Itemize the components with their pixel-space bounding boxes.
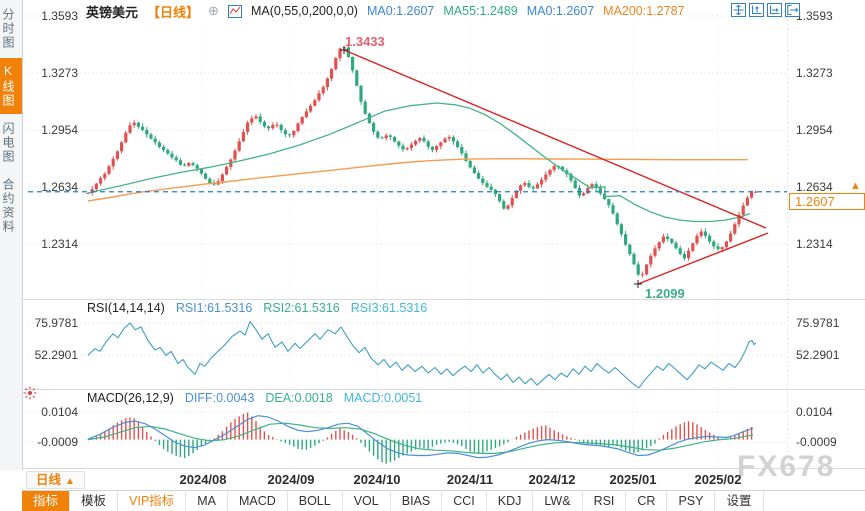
- ma-settings-label: MA(0,55,0,200,0,0): [250, 4, 358, 18]
- dea-value: DEA:0.0018: [265, 391, 333, 405]
- macd-axis-label-right: -0.0009: [796, 435, 837, 449]
- price-axis-label-left: 1.2634: [41, 180, 78, 194]
- x-axis-label: 2025/01: [609, 472, 657, 487]
- x-axis-label: 2024/12: [528, 472, 576, 487]
- swing-low-annotation: 1.2099: [645, 286, 685, 301]
- sidebar-item-time-chart[interactable]: 分时图: [1, 8, 15, 50]
- x-axis-label: 2025/02: [694, 472, 742, 487]
- toolbar-tab-MA[interactable]: MA: [186, 491, 228, 511]
- x-axis-label: 2024/09: [267, 472, 315, 487]
- watermark: FX678: [737, 450, 836, 483]
- rsi-pane-header: RSI(14,14,14) RSI1:61.5316 RSI2:61.5316 …: [87, 301, 427, 315]
- toolbar-tab-KDJ[interactable]: KDJ: [487, 491, 534, 511]
- link-icon[interactable]: ⊕: [208, 3, 219, 18]
- x-axis-label: 2024/08: [179, 472, 227, 487]
- toolbar-tab-MACD[interactable]: MACD: [228, 491, 288, 511]
- rsi-axis-label-left: 75.9781: [34, 316, 78, 330]
- period-selector-button[interactable]: 日线 ▲: [26, 471, 85, 489]
- ma200-value: MA200:1.2787: [603, 4, 685, 18]
- toolbar-tab-CR[interactable]: CR: [626, 491, 668, 511]
- toolbar-tab-RSI[interactable]: RSI: [583, 491, 627, 511]
- period-selector-label: 日线: [36, 473, 62, 487]
- rsi-axis-label-left: 52.2901: [34, 348, 78, 362]
- price-axis-label-left: 1.3593: [41, 9, 78, 23]
- price-axis-label-left: 1.2954: [41, 123, 78, 137]
- price-up-arrow-icon: ▲: [850, 180, 861, 192]
- toolbar-tab-LW[interactable]: LW&: [533, 491, 583, 511]
- toolbar-tab-BIAS[interactable]: BIAS: [391, 491, 443, 511]
- x-axis-label: 2024/11: [446, 472, 494, 487]
- macd-axis-label-left: -0.0009: [37, 435, 78, 449]
- sidebar: 分时图 K线图 闪电图 合约资料: [0, 0, 23, 470]
- rsi2-value: RSI2:61.5316: [263, 301, 340, 315]
- period-label: 【日线】: [147, 4, 200, 20]
- toolbar-tab-tab0[interactable]: 指标: [22, 491, 71, 511]
- sidebar-item-lightning-chart[interactable]: 闪电图: [1, 122, 15, 164]
- ma0-value-b: MA0:1.2607: [526, 4, 595, 18]
- toolbar-tab-tab14[interactable]: 设置: [715, 491, 764, 511]
- toolbar-tab-CCI[interactable]: CCI: [442, 491, 487, 511]
- price-axis-label-right: 1.2634: [796, 180, 833, 194]
- price-axis-label-right: 1.3273: [796, 66, 833, 80]
- macd-axis-label-left: 0.0104: [41, 405, 78, 419]
- rsi-settings-label: RSI(14,14,14): [87, 301, 165, 315]
- macd-axis-label-right: 0.0104: [796, 405, 833, 419]
- price-axis-label-right: 1.3593: [796, 9, 833, 23]
- export-icon[interactable]: [785, 3, 800, 17]
- ma0-value-a: MA0:1.2607: [366, 4, 435, 18]
- triangle-up-icon: ▲: [65, 476, 75, 487]
- sun-marker-icon[interactable]: [23, 386, 37, 405]
- x-axis-label: 2024/10: [353, 472, 401, 487]
- toolbar-tab-PSY[interactable]: PSY: [667, 491, 716, 511]
- indicator-toolbar: 指标 模板 VIP指标 MA MACD BOLL VOL BIAS CCI KDJ LW& RSI CR…: [22, 490, 865, 511]
- price-axis-label-right: 1.2954: [796, 123, 833, 137]
- macd-value: MACD:0.0051: [343, 391, 423, 405]
- sidebar-item-contract-info[interactable]: 合约资料: [1, 178, 15, 234]
- swing-high-annotation: 1.3433: [345, 34, 385, 49]
- pan-icon[interactable]: [731, 3, 746, 17]
- rsi-axis-label-right: 52.2901: [796, 348, 840, 362]
- rsi-axis-label-right: 75.9781: [796, 316, 840, 330]
- chart-header: 英镑美元 【日线】 ⊕ MA(0,55,0,200,0,0) MA0:1.260…: [86, 2, 691, 20]
- chart-type-icon[interactable]: [227, 4, 242, 18]
- current-price-tag: 1.2607: [789, 193, 865, 210]
- layout-icon-group: [731, 3, 800, 17]
- rsi3-value: RSI3:61.5316: [350, 301, 428, 315]
- price-axis-label-left: 1.2314: [41, 237, 78, 251]
- price-axis-label-right: 1.2314: [796, 237, 833, 251]
- zoom-y-axis-icon[interactable]: [749, 3, 764, 17]
- toolbar-tab-tab1[interactable]: 模板: [70, 491, 119, 511]
- toolbar-tab-VOL[interactable]: VOL: [343, 491, 391, 511]
- toolbar-tab-BOLL[interactable]: BOLL: [288, 491, 343, 511]
- diff-value: DIFF:0.0043: [184, 391, 255, 405]
- rsi1-value: RSI1:61.5316: [175, 301, 253, 315]
- toolbar-tab-VIP[interactable]: VIP指标: [118, 491, 187, 511]
- ma55-value: MA55:1.2489: [443, 4, 518, 18]
- sidebar-item-kline-chart[interactable]: K线图: [0, 58, 22, 114]
- symbol-name: 英镑美元: [86, 4, 139, 20]
- macd-settings-label: MACD(26,12,9): [87, 391, 174, 405]
- zoom-x-axis-icon[interactable]: [767, 3, 782, 17]
- macd-pane-header: MACD(26,12,9) DIFF:0.0043 DEA:0.0018 MAC…: [87, 391, 422, 405]
- price-axis-label-left: 1.3273: [41, 66, 78, 80]
